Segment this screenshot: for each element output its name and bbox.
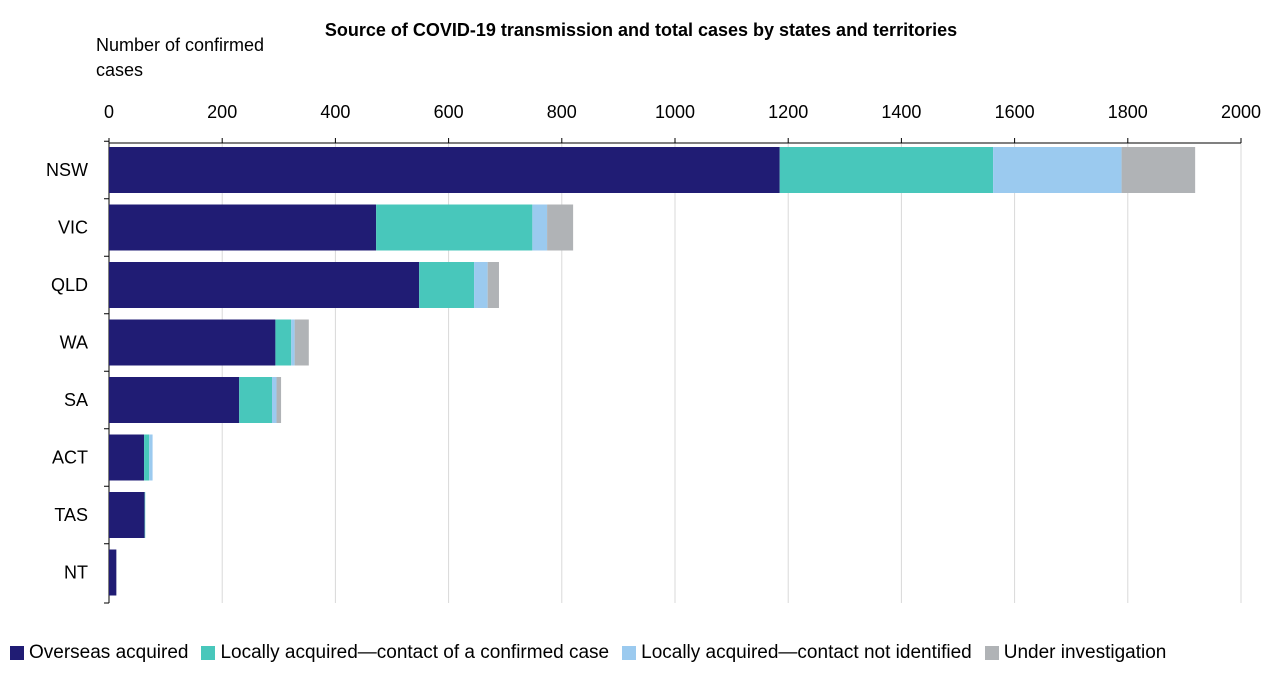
bar-segment (993, 147, 1122, 193)
bar-segment (532, 204, 548, 251)
bar-segment (109, 204, 377, 251)
bar-segment (109, 492, 145, 538)
bar-segment (474, 262, 488, 308)
legend-swatch (984, 646, 999, 660)
bar-segment (547, 204, 574, 251)
x-tick-label: 600 (434, 102, 464, 122)
bar-segment (109, 147, 780, 193)
category-label: ACT (52, 448, 88, 468)
legend-item: Overseas acquired (10, 642, 188, 664)
legend-swatch (10, 646, 24, 660)
bar-segment (779, 147, 994, 193)
bar-segment (275, 319, 292, 366)
category-label: VIC (58, 218, 88, 238)
bar-segment (144, 434, 150, 481)
bar-segment (239, 377, 273, 423)
x-tick-label: 1800 (1108, 102, 1148, 122)
x-tick-label: 200 (207, 102, 237, 122)
bar-segment (109, 549, 117, 596)
x-tick-label: 1000 (655, 102, 695, 122)
bar-segment (276, 377, 282, 423)
x-tick-label: 0 (104, 102, 114, 122)
bar-segment (109, 262, 420, 308)
legend-item: Under investigation (984, 642, 1167, 664)
bar-segment (109, 319, 276, 366)
bar-segment (294, 319, 309, 366)
x-tick-label: 1400 (881, 102, 921, 122)
x-tick-label: 400 (320, 102, 350, 122)
chart-title: Source of COVID-19 transmission and tota… (324, 20, 958, 40)
bar-segment (487, 262, 499, 308)
bar-segment (272, 377, 277, 423)
category-label: NSW (46, 160, 88, 180)
bar-segment (376, 204, 533, 251)
bar-segment (149, 434, 153, 481)
category-label: WA (60, 333, 88, 353)
bar-segment (109, 434, 145, 481)
legend-swatch (622, 646, 637, 660)
axis-label: Number of confirmed cases (96, 35, 265, 80)
legend-item: Locally acquired—contact of a confirmed … (201, 642, 609, 664)
x-tick-label: 800 (547, 102, 577, 122)
category-label: SA (64, 390, 88, 410)
category-label: TAS (54, 505, 88, 525)
legend-label: Locally acquired—contact of a confirmed … (220, 642, 610, 663)
legend-label: Overseas acquired (29, 642, 189, 663)
legend-label: Under investigation (1003, 642, 1167, 663)
legend: Overseas acquired Locally acquired—contac… (10, 641, 1166, 665)
legend-label: Locally acquired—contact not identified (641, 642, 972, 663)
legend-item: Locally acquired—contact not identified (622, 642, 972, 664)
x-tick-label: 1200 (768, 102, 808, 122)
bar-segment (291, 319, 295, 366)
x-tick-label: 1600 (995, 102, 1035, 122)
category-label: NT (64, 563, 88, 583)
bar-segment (419, 262, 475, 308)
bar-segment (109, 377, 240, 423)
bar-segment (1121, 147, 1196, 193)
x-tick-label: 2000 (1221, 102, 1261, 122)
bar-segment (144, 492, 146, 538)
legend-swatch (201, 646, 216, 660)
category-label: QLD (51, 275, 88, 295)
